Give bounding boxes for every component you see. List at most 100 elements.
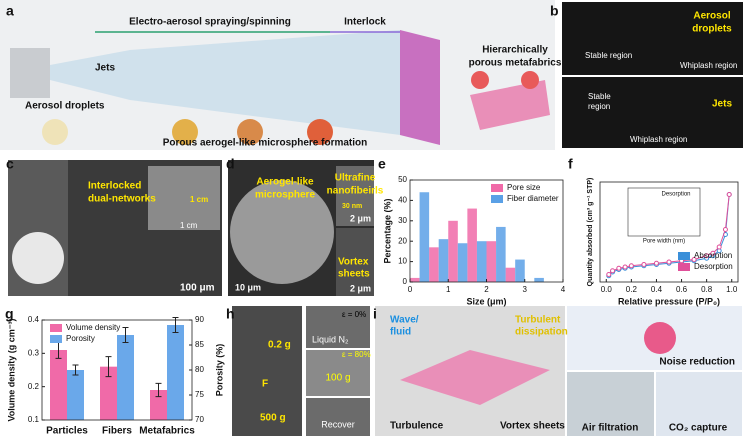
photo-inset (336, 166, 374, 226)
panel-letter: d (226, 156, 235, 172)
y-tick-label: 50 (398, 175, 407, 184)
microsphere (471, 71, 489, 89)
point (628, 263, 634, 269)
droplet (172, 119, 198, 145)
y-tick-label: 75 (195, 390, 204, 399)
label: 100 μm (180, 283, 215, 294)
x-tick-label: 2 (484, 285, 489, 294)
plot-frame (599, 181, 739, 283)
bar (50, 350, 67, 420)
metafabric-wall (400, 30, 440, 145)
label: 10 μm (235, 282, 261, 292)
inset-xlabel: Pore width (nm) (643, 239, 685, 245)
panel-letter: a (6, 3, 14, 19)
label: F (262, 379, 268, 390)
x-tick-label: 0.4 (651, 285, 663, 294)
x-axis-label: Relative pressure (P/P₀) (618, 296, 720, 306)
inset-frame (627, 187, 701, 237)
illustration (656, 372, 742, 436)
x-tick-label: 0.0 (601, 285, 613, 294)
label: Turbulent (515, 315, 561, 326)
metafabric-block (470, 80, 550, 130)
label: Vortex (338, 257, 369, 268)
label: Aerogel-like (256, 177, 314, 188)
label: microsphere (255, 190, 315, 201)
legend-swatch (50, 335, 62, 343)
histogram-bar (410, 277, 420, 282)
point (610, 268, 616, 274)
error-bar (105, 356, 112, 378)
legend-swatch (50, 324, 62, 332)
x-tick-label: 3 (523, 285, 528, 294)
y-tick-label: 10 (398, 257, 407, 266)
label: CO₂ capture (669, 423, 728, 434)
histogram-bar (448, 220, 458, 282)
label: Stable region (585, 51, 632, 60)
label: Recover (321, 419, 355, 429)
microsphere-sem (230, 180, 334, 284)
y-tick-label: 40 (398, 196, 407, 205)
label: Aerosol droplets (25, 101, 105, 112)
legend-swatch (678, 263, 690, 271)
label: 500 g (260, 413, 286, 424)
x-tick-label: Metafabrics (139, 426, 195, 437)
photo (306, 306, 370, 348)
label: Wave/ (390, 315, 419, 326)
label: region (588, 102, 610, 111)
error-bar (72, 364, 79, 376)
histogram-bar (534, 277, 544, 282)
y-tick-label: 0.2 (28, 382, 40, 391)
y-tick-label: 0 (403, 277, 408, 286)
legend-label: Pore size (507, 183, 541, 192)
legend-label: Desorption (694, 262, 733, 271)
histogram-bar (457, 243, 468, 282)
legend-swatch (678, 252, 690, 260)
label: Whiplash region (630, 135, 687, 144)
y-tick-label: 85 (195, 340, 204, 349)
microsphere (644, 322, 676, 354)
panel-letter: g (5, 306, 14, 322)
photo (562, 2, 743, 75)
bar (100, 366, 117, 420)
histogram-bar (505, 267, 516, 282)
droplet (237, 119, 263, 145)
label: 1 cm (180, 221, 198, 230)
photo-inset (148, 166, 220, 230)
legend-label: Volume density (66, 323, 120, 332)
bar (150, 390, 167, 420)
label: Porous aerogel-like microsphere formatio… (163, 138, 368, 149)
label: Interlocked (88, 181, 141, 192)
histogram-bar (486, 241, 497, 282)
label: 2 μm (350, 213, 371, 223)
x-tick-label: 4 (561, 285, 566, 294)
point (726, 192, 732, 197)
histogram-bar (467, 208, 477, 282)
y-tick-label: 90 (195, 315, 204, 324)
label: dissipation (515, 327, 568, 338)
label: Jets (95, 63, 115, 74)
y-tick-label: 20 (398, 236, 407, 245)
y-tick-label: 0.4 (28, 315, 40, 324)
y-tick-label: 80 (195, 365, 204, 374)
label: dual-networks (88, 194, 156, 205)
label: Vortex sheets (500, 421, 565, 432)
point (666, 259, 672, 265)
error-bar (155, 382, 162, 398)
bar (117, 335, 134, 420)
label: Air filtration (582, 423, 639, 434)
panel-letter: b (550, 3, 559, 19)
y-axis-label: Porosity (%) (214, 344, 224, 397)
nozzle (10, 48, 50, 98)
photo-inset (336, 228, 374, 296)
point (722, 227, 728, 232)
panel-letter: c (6, 156, 14, 172)
y-axis-label: Quantity absorbed (cm³ g⁻¹ STP) (587, 178, 594, 287)
legend-label: Fiber diameter (507, 194, 559, 203)
legend-label: Absorption (694, 251, 732, 260)
histogram-bar (496, 226, 506, 282)
panel-letter: e (378, 156, 386, 172)
point (704, 253, 710, 259)
dandelion (12, 232, 64, 284)
illustration (567, 372, 654, 436)
